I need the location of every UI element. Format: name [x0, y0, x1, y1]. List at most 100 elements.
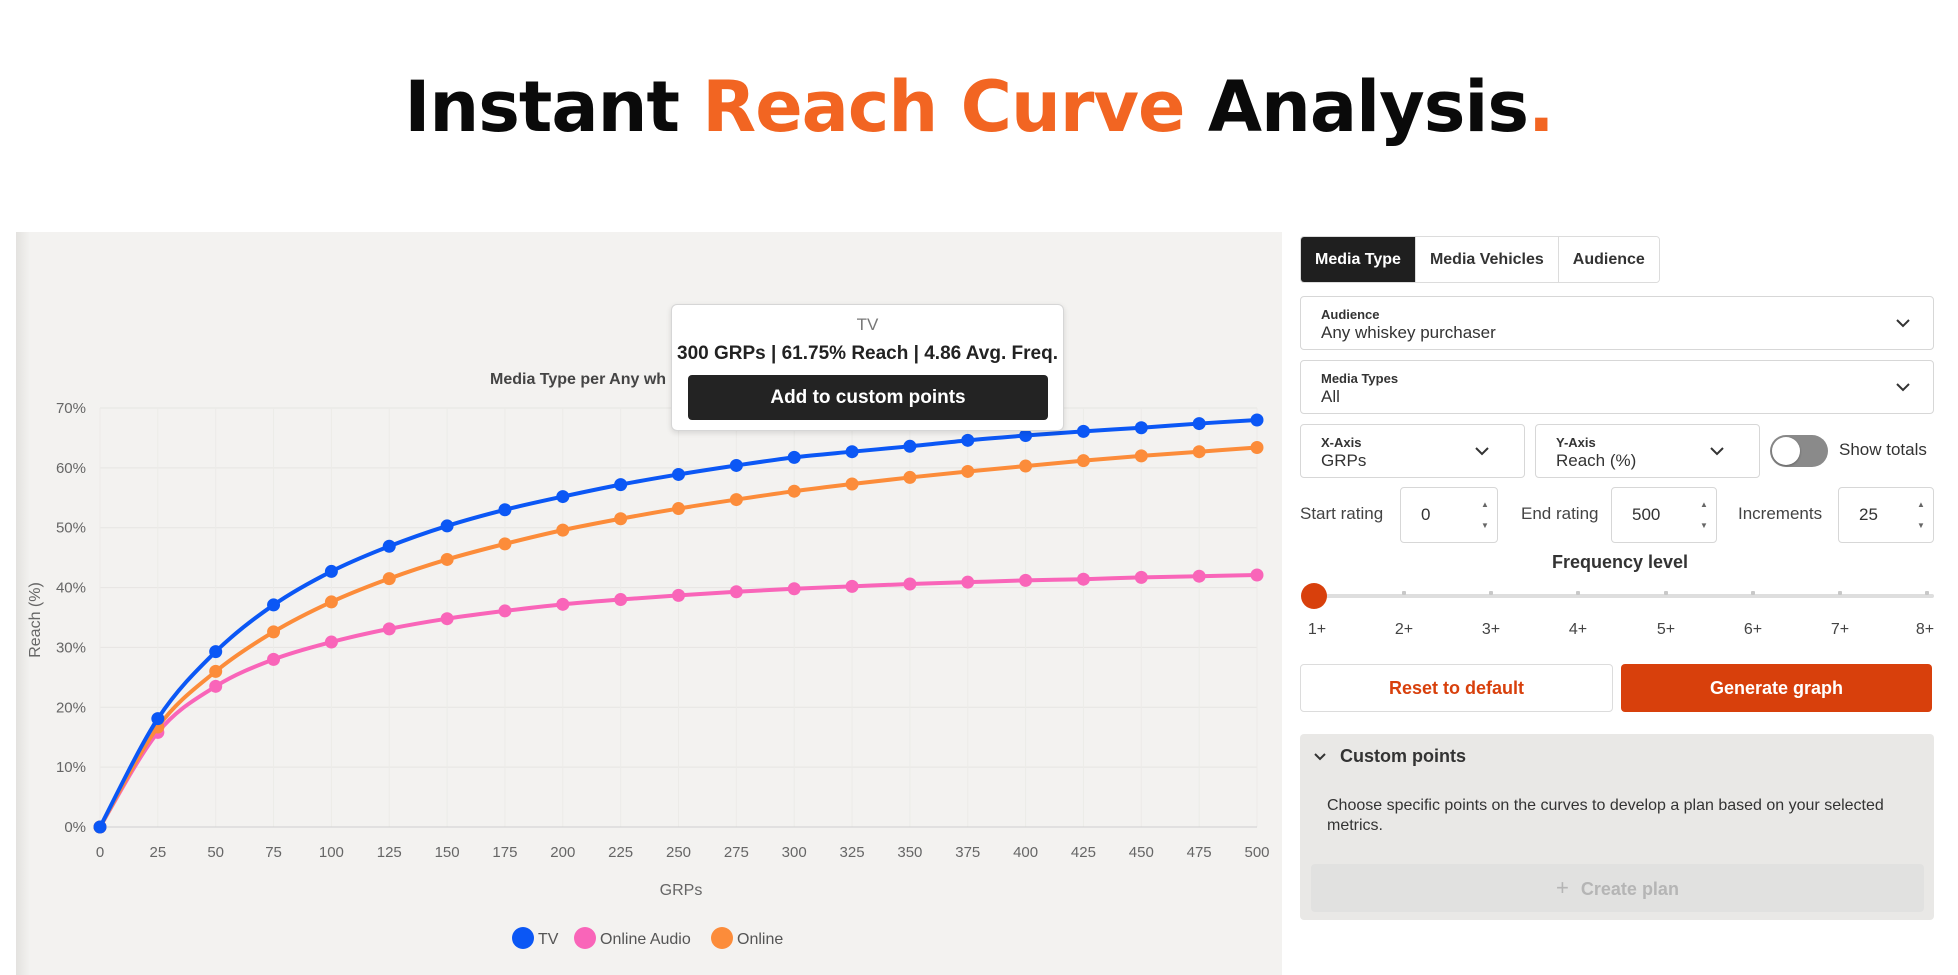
increments-input[interactable]: 25 ▲ ▼	[1838, 487, 1934, 543]
x-tick-label: 425	[1071, 844, 1096, 861]
data-point	[1134, 570, 1148, 584]
controls-panel: Media Type Media Vehicles Audience Audie…	[1300, 236, 1940, 956]
y-tick-label: 50%	[56, 520, 86, 537]
y-tick-label: 20%	[56, 699, 86, 716]
x-tick-label: 400	[1013, 844, 1038, 861]
frequency-level-label: 7+	[1830, 621, 1850, 638]
data-point	[324, 564, 338, 578]
data-point	[1076, 454, 1090, 468]
frequency-level-label: 2+	[1394, 621, 1414, 638]
data-point	[1250, 441, 1264, 455]
legend-label: Online	[737, 931, 783, 948]
start-rating-value: 0	[1421, 505, 1431, 524]
data-point	[1250, 568, 1264, 582]
y-axis-label: Reach (%)	[27, 582, 44, 658]
frequency-slider-thumb[interactable]	[1301, 583, 1327, 609]
data-point	[556, 523, 570, 537]
data-point	[382, 539, 396, 553]
x-tick-label: 75	[265, 844, 282, 861]
tab-media-vehicles[interactable]: Media Vehicles	[1415, 237, 1559, 282]
data-point	[614, 478, 628, 492]
data-point	[440, 612, 454, 626]
x-tick-label: 225	[608, 844, 633, 861]
data-point	[672, 502, 685, 516]
data-point	[1134, 449, 1148, 463]
chart-title: Media Type per Any wh	[490, 371, 666, 388]
stepper-icon[interactable]: ▲ ▼	[1917, 500, 1925, 530]
data-point	[498, 537, 512, 551]
data-point	[961, 575, 975, 589]
y-tick-label: 40%	[56, 580, 86, 597]
frequency-level-label: 3+	[1481, 621, 1501, 638]
frequency-level-label: 8+	[1915, 621, 1935, 638]
end-rating-input[interactable]: 500 ▲ ▼	[1611, 487, 1717, 543]
data-point	[382, 622, 396, 636]
reset-to-default-button[interactable]: Reset to default	[1300, 664, 1613, 712]
stepper-icon[interactable]: ▲ ▼	[1481, 500, 1489, 530]
x-tick-label: 175	[492, 844, 517, 861]
media-types-select[interactable]: Media Types All	[1300, 360, 1934, 414]
generate-graph-button[interactable]: Generate graph	[1621, 664, 1932, 712]
x-axis-label: GRPs	[660, 882, 703, 899]
custom-points-toggle[interactable]: Custom points	[1314, 746, 1466, 767]
show-totals-toggle[interactable]	[1770, 435, 1828, 467]
show-totals-label: Show totals	[1839, 440, 1927, 459]
data-point	[961, 464, 975, 478]
legend-swatch	[574, 927, 596, 949]
view-tabs: Media Type Media Vehicles Audience	[1300, 236, 1660, 283]
headline-period: .	[1528, 66, 1555, 148]
x-tick-label: 125	[377, 844, 402, 861]
data-point	[845, 579, 859, 593]
create-plan-button[interactable]: + Create plan	[1311, 864, 1924, 912]
stepper-icon[interactable]: ▲ ▼	[1700, 500, 1708, 530]
chart-tooltip: TV 300 GRPs | 61.75% Reach | 4.86 Avg. F…	[671, 304, 1064, 431]
data-point	[1076, 572, 1090, 586]
x-tick-label: 475	[1187, 844, 1212, 861]
data-point	[787, 450, 801, 464]
data-point	[209, 645, 223, 659]
custom-points-panel: Custom points Choose specific points on …	[1300, 734, 1934, 920]
x-axis-select[interactable]: X-Axis GRPs	[1300, 424, 1525, 478]
x-tick-label: 375	[955, 844, 980, 861]
x-tick-label: 450	[1129, 844, 1154, 861]
x-tick-label: 25	[150, 844, 167, 861]
data-point	[1019, 459, 1033, 473]
data-point	[672, 588, 685, 602]
data-point	[845, 445, 859, 459]
chevron-down-icon	[1896, 383, 1910, 392]
end-rating-label: End rating	[1521, 504, 1599, 523]
data-point	[729, 585, 743, 599]
audience-select[interactable]: Audience Any whiskey purchaser	[1300, 296, 1934, 350]
data-point	[1019, 429, 1033, 443]
data-point	[267, 625, 281, 639]
data-point	[209, 679, 223, 693]
data-point	[787, 582, 801, 596]
data-point	[614, 512, 628, 526]
chevron-down-icon	[1710, 447, 1724, 456]
slider-tick	[1925, 591, 1929, 595]
page-headline: Instant Reach Curve Analysis.	[0, 62, 1958, 152]
x-tick-label: 325	[840, 844, 865, 861]
data-point	[1076, 424, 1090, 438]
y-tick-label: 0%	[64, 819, 86, 836]
audience-select-label: Audience	[1321, 307, 1380, 322]
x-axis-select-label: X-Axis	[1321, 435, 1362, 450]
increments-label: Increments	[1738, 504, 1823, 523]
headline-text-1: Instant	[404, 66, 703, 148]
y-tick-label: 30%	[56, 639, 86, 656]
tab-audience[interactable]: Audience	[1558, 237, 1659, 282]
legend-swatch	[512, 927, 534, 949]
frequency-slider-track[interactable]	[1312, 594, 1934, 598]
y-tick-label: 70%	[56, 400, 86, 417]
y-axis-select[interactable]: Y-Axis Reach (%)	[1535, 424, 1760, 478]
data-point	[614, 593, 628, 607]
headline-text-2: Analysis	[1184, 66, 1529, 148]
start-rating-input[interactable]: 0 ▲ ▼	[1400, 487, 1498, 543]
data-point	[151, 712, 165, 726]
frequency-level-label: 1+	[1307, 621, 1327, 638]
data-point	[903, 439, 917, 453]
add-to-custom-points-button[interactable]: Add to custom points	[688, 375, 1048, 420]
data-point	[961, 433, 975, 447]
media-types-select-value: All	[1321, 387, 1340, 406]
tab-media-type[interactable]: Media Type	[1301, 237, 1416, 282]
